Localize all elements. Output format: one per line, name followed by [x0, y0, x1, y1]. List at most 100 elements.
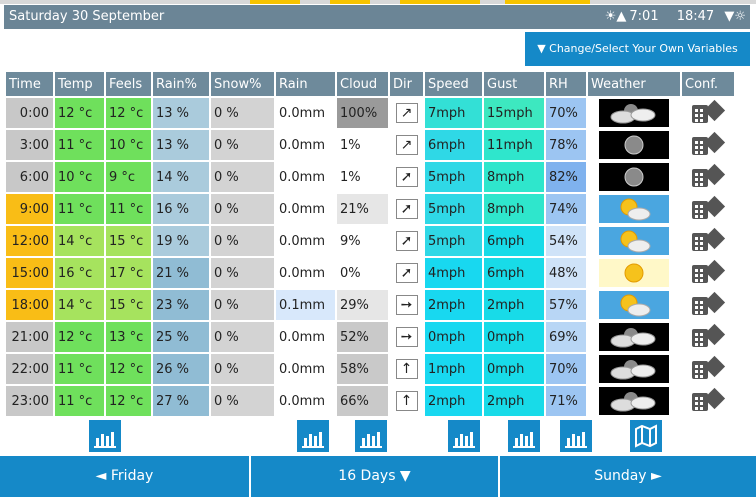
temp-cell: 16 °c — [55, 258, 104, 288]
cloudy-night-icon — [599, 355, 669, 383]
confidence-icon[interactable] — [692, 99, 726, 125]
rh-cell: 71% — [546, 386, 586, 416]
confidence-cell[interactable] — [682, 386, 734, 416]
gust-cell: 15mph — [484, 98, 544, 128]
col-weather: Weather — [588, 72, 680, 96]
forecast-row: 3:00 11 °c 10 °c 13 % 0 % 0.0mm 1% ↗ 6mph 11mph 78… — [6, 130, 734, 160]
days-range-button[interactable]: 16 Days ▼ — [251, 456, 498, 497]
col-conf: Conf. — [682, 72, 734, 96]
wind-direction-cell: ↑ — [390, 354, 423, 384]
rain-pct-cell: 19 % — [153, 226, 209, 256]
sunrise-icon: ☀▲ — [604, 9, 627, 24]
confidence-icon[interactable] — [692, 387, 726, 413]
cloudy-night-icon — [599, 323, 669, 351]
cloud-chart-button[interactable] — [355, 420, 387, 452]
weather-map-button[interactable] — [630, 420, 662, 452]
feels-cell: 12 °c — [106, 98, 151, 128]
wind-arrow-icon: ➚ — [395, 231, 418, 251]
confidence-cell[interactable] — [682, 162, 734, 192]
snow-pct-cell: 0 % — [211, 226, 274, 256]
confidence-icon[interactable] — [692, 291, 726, 317]
speed-chart-button[interactable] — [448, 420, 480, 452]
wind-arrow-icon: ➚ — [395, 167, 418, 187]
confidence-cell[interactable] — [682, 322, 734, 352]
wind-arrow-icon: ↗ — [395, 135, 418, 155]
col-temp: Temp — [55, 72, 104, 96]
confidence-cell[interactable] — [682, 194, 734, 224]
confidence-icon[interactable] — [692, 355, 726, 381]
speed-cell: 6mph — [425, 130, 482, 160]
temp-chart-button[interactable] — [89, 420, 121, 452]
rain-cell: 0.0mm — [276, 130, 335, 160]
feels-cell: 15 °c — [106, 226, 151, 256]
wind-arrow-icon: ➙ — [395, 295, 418, 315]
confidence-icon[interactable] — [692, 259, 726, 285]
time-cell: 3:00 — [6, 130, 53, 160]
confidence-icon[interactable] — [692, 131, 726, 157]
sunrise-time: 7:01 — [629, 9, 659, 24]
temp-cell: 11 °c — [55, 354, 104, 384]
rh-cell: 78% — [546, 130, 586, 160]
time-cell: 18:00 — [6, 290, 53, 320]
rain-pct-cell: 14 % — [153, 162, 209, 192]
weather-cell — [588, 98, 680, 128]
forecast-row: 15:00 16 °c 17 °c 21 % 0 % 0.0mm 0% ➚ 4mph 6mph 48… — [6, 258, 734, 288]
wind-direction-cell: ➙ — [390, 290, 423, 320]
cloud-cell: 1% — [337, 130, 388, 160]
sunset-time: 18:47 — [676, 9, 715, 24]
weather-cell — [588, 386, 680, 416]
speed-cell: 2mph — [425, 290, 482, 320]
rain-pct-cell: 23 % — [153, 290, 209, 320]
confidence-icon[interactable] — [692, 227, 726, 253]
confidence-cell[interactable] — [682, 258, 734, 288]
gust-cell: 8mph — [484, 194, 544, 224]
speed-cell: 5mph — [425, 194, 482, 224]
gust-chart-button[interactable] — [508, 420, 540, 452]
feels-cell: 11 °c — [106, 194, 151, 224]
confidence-cell[interactable] — [682, 130, 734, 160]
forecast-row: 21:00 12 °c 13 °c 25 % 0 % 0.0mm 52% ➙ 0mph 0mph 6… — [6, 322, 734, 352]
previous-day-button[interactable]: ◄ Friday — [0, 456, 249, 497]
time-cell: 21:00 — [6, 322, 53, 352]
confidence-icon[interactable] — [692, 195, 726, 221]
rh-cell: 70% — [546, 98, 586, 128]
snow-pct-cell: 0 % — [211, 194, 274, 224]
cloud-cell: 52% — [337, 322, 388, 352]
confidence-cell[interactable] — [682, 98, 734, 128]
top-progress-strip — [0, 0, 756, 4]
wind-direction-cell: ↑ — [390, 386, 423, 416]
rain-chart-button[interactable] — [297, 420, 329, 452]
rh-cell: 69% — [546, 322, 586, 352]
time-cell: 0:00 — [6, 98, 53, 128]
time-cell: 22:00 — [6, 354, 53, 384]
chart-button-cell — [494, 418, 554, 454]
change-variables-button[interactable]: ▼ Change/Select Your Own Variables — [525, 32, 750, 66]
snow-pct-cell: 0 % — [211, 386, 274, 416]
forecast-row: 0:00 12 °c 12 °c 13 % 0 % 0.0mm 100% ↗ 7mph 15mph… — [6, 98, 734, 128]
rain-cell: 0.0mm — [276, 194, 335, 224]
map-icon — [630, 424, 662, 456]
confidence-cell[interactable] — [682, 290, 734, 320]
wind-direction-cell: ➚ — [390, 226, 423, 256]
chart-button-cell — [283, 418, 343, 454]
confidence-icon[interactable] — [692, 323, 726, 349]
wind-arrow-icon: ➙ — [395, 327, 418, 347]
col-rain: Rain — [276, 72, 335, 96]
forecast-row: 6:00 10 °c 9 °c 14 % 0 % 0.0mm 1% ➚ 5mph 8mph 82% — [6, 162, 734, 192]
confidence-cell[interactable] — [682, 354, 734, 384]
col-dir: Dir — [390, 72, 423, 96]
rh-cell: 54% — [546, 226, 586, 256]
col-rain-pct: Rain% — [153, 72, 209, 96]
weather-cell — [588, 258, 680, 288]
speed-cell: 5mph — [425, 226, 482, 256]
confidence-icon[interactable] — [692, 163, 726, 189]
next-day-button[interactable]: Sunday ► — [500, 456, 756, 497]
confidence-cell[interactable] — [682, 226, 734, 256]
feels-cell: 12 °c — [106, 386, 151, 416]
wind-arrow-icon: ↗ — [395, 103, 418, 123]
temp-cell: 12 °c — [55, 322, 104, 352]
rh-cell: 48% — [546, 258, 586, 288]
rain-pct-cell: 13 % — [153, 98, 209, 128]
rh-chart-button[interactable] — [560, 420, 592, 452]
temp-cell: 10 °c — [55, 162, 104, 192]
